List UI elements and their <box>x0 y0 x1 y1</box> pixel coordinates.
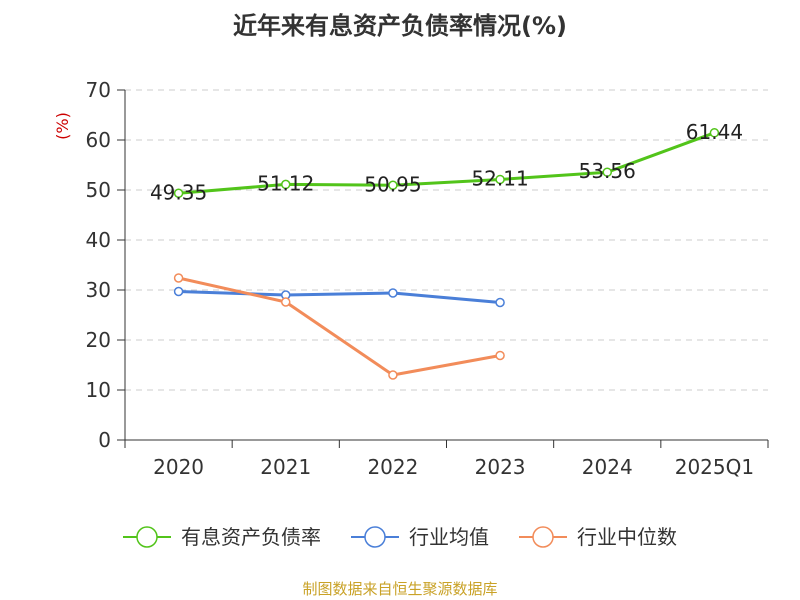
data-label: 61.44 <box>686 120 743 144</box>
data-point <box>709 128 720 138</box>
y-unit-label: (%) <box>53 112 72 140</box>
y-tick-label: 20 <box>86 328 111 352</box>
data-label: 52.11 <box>471 166 528 190</box>
data-label: 50.95 <box>364 172 421 196</box>
data-labels: 49.35 51.12 50.95 52.11 53.56 61.44 <box>150 120 743 204</box>
data-point <box>495 297 505 308</box>
data-point <box>173 286 184 297</box>
legend-item-2[interactable]: 行业中位数 <box>519 525 677 549</box>
legend-item-0[interactable]: 有息资产负债率 <box>123 525 321 549</box>
x-tick-label: 2020 <box>153 455 204 479</box>
x-tick-label: 2022 <box>367 455 418 479</box>
x-tick-label: 2021 <box>260 455 311 479</box>
data-point <box>281 179 291 190</box>
source-note: 制图数据来自恒生聚源数据库 <box>302 580 498 598</box>
data-point <box>602 167 612 177</box>
data-point <box>388 288 398 298</box>
x-tick-label: 2023 <box>475 455 526 479</box>
data-point <box>388 370 398 380</box>
series-line-2 <box>178 276 501 377</box>
y-tick-label: 0 <box>98 428 111 452</box>
chart-title: 近年来有息资产负债率情况(%) <box>233 12 567 40</box>
grid-lines <box>125 89 768 391</box>
data-point <box>173 273 184 283</box>
data-point <box>388 180 398 190</box>
data-point <box>495 174 505 185</box>
axes: 0 10 20 30 40 50 60 70 (%) 2020 2021 2022 2023 2024 20… <box>53 78 769 479</box>
x-tick-label: 2025Q1 <box>675 455 754 479</box>
legend-label: 行业均值 <box>409 525 489 549</box>
y-tick-label: 70 <box>86 78 111 102</box>
data-label: 49.35 <box>150 180 207 204</box>
legend-swatch-marker <box>136 526 158 548</box>
y-tick-label: 30 <box>86 278 111 302</box>
y-tick-label: 60 <box>86 128 111 152</box>
series-lines <box>173 128 720 380</box>
legend-item-1[interactable]: 行业均值 <box>351 525 489 549</box>
x-tick-label: 2024 <box>582 455 633 479</box>
series-line-0 <box>178 131 715 195</box>
data-label: 51.12 <box>257 171 314 195</box>
y-tick-label: 50 <box>86 178 111 202</box>
data-point <box>173 188 184 198</box>
data-label: 53.56 <box>579 159 636 183</box>
legend-swatch-marker <box>532 526 554 548</box>
data-point <box>281 297 291 307</box>
legend-swatch-marker <box>364 526 386 548</box>
legend-label: 行业中位数 <box>577 525 677 549</box>
legend-label: 有息资产负债率 <box>181 525 321 549</box>
series-line-1 <box>178 290 501 304</box>
y-tick-label: 40 <box>86 228 111 252</box>
data-point <box>495 350 505 361</box>
y-tick-label: 10 <box>86 378 111 402</box>
legend: 有息资产负债率 行业均值 行业中位数 <box>123 525 677 549</box>
